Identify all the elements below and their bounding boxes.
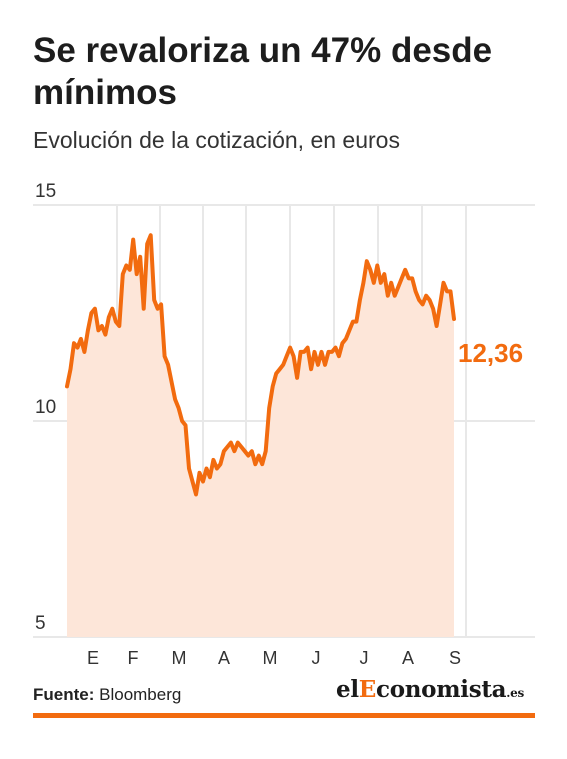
x-tick-label: M — [263, 648, 278, 668]
x-tick-label: J — [312, 648, 321, 668]
x-tick-label: E — [87, 648, 99, 668]
x-tick-label: A — [402, 648, 414, 668]
price-area — [67, 235, 454, 637]
logo-main: conomista — [376, 676, 507, 703]
x-tick-label: M — [172, 648, 187, 668]
chart-subtitle: Evolución de la cotización, en euros — [33, 127, 400, 153]
y-tick-label: 10 — [35, 397, 56, 418]
source-value: Bloomberg — [99, 685, 182, 704]
x-tick-label: F — [128, 648, 139, 668]
price-line — [65, 233, 456, 497]
source-label: Fuente: — [33, 685, 95, 704]
logo-accent: E — [358, 676, 377, 703]
x-tick-label: S — [449, 648, 461, 668]
price-chart: 15 10 5 E F M A M J J A S 12,36 — [33, 181, 535, 668]
x-tick-label: J — [360, 648, 369, 668]
last-value-label: 12,36 — [458, 338, 523, 368]
y-tick-label: 5 — [35, 613, 46, 634]
logo-prefix: el — [336, 676, 359, 703]
chart-title: Se revaloriza un 47% desde mínimos — [33, 31, 493, 112]
logo-suffix: .es — [506, 686, 524, 700]
y-tick-label: 15 — [35, 181, 56, 202]
x-tick-label: A — [218, 648, 230, 668]
footer-divider — [33, 713, 535, 718]
y-axis-ticks: 15 10 5 — [35, 181, 56, 634]
eleconomista-logo: elEconomista.es — [336, 676, 524, 703]
source-note: Fuente: Bloomberg — [33, 685, 181, 705]
